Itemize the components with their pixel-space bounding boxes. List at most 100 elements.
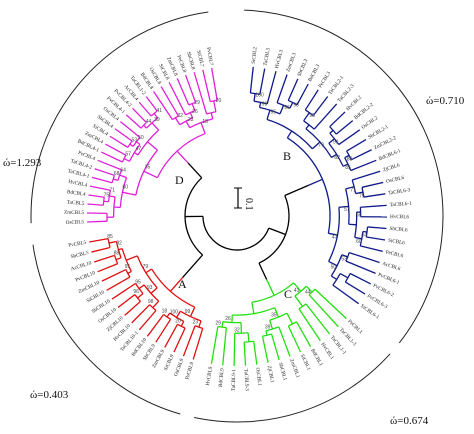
bootstrap-value: 68 bbox=[356, 213, 362, 219]
tree-branch bbox=[344, 154, 350, 159]
tree-branch bbox=[348, 223, 357, 226]
tree-branch bbox=[342, 163, 349, 167]
tree-branch bbox=[210, 326, 219, 364]
tree-branch bbox=[210, 112, 214, 119]
tree-branch bbox=[101, 151, 123, 163]
tree-branch bbox=[332, 284, 360, 305]
bootstrap-value: 35 bbox=[145, 165, 151, 171]
tree-branch bbox=[118, 248, 123, 251]
bootstrap-value: 100 bbox=[170, 309, 179, 315]
tree-branch bbox=[314, 288, 347, 320]
tree-branch bbox=[123, 158, 130, 162]
tree-branch bbox=[155, 318, 172, 343]
tree-branch bbox=[286, 130, 293, 139]
bootstrap-value: 35 bbox=[271, 313, 277, 319]
tree-branch bbox=[296, 83, 309, 106]
bootstrap-value: 39 bbox=[154, 117, 160, 123]
leaf-label: HvCBL4 bbox=[68, 179, 88, 189]
leaf-label: SiCBL2 bbox=[251, 46, 259, 64]
tree-branch bbox=[89, 238, 109, 243]
leaf-label: OsCBL5 bbox=[66, 219, 85, 226]
tree-branch bbox=[253, 93, 256, 102]
tree-branch bbox=[293, 282, 302, 292]
tree-branch bbox=[294, 295, 304, 307]
tree-branch bbox=[189, 306, 196, 317]
tree-branches bbox=[87, 66, 388, 366]
bootstrap-value: 96 bbox=[284, 105, 290, 111]
backbone-root-arc bbox=[202, 216, 270, 251]
leaf-label: SiCBL6 bbox=[388, 238, 406, 247]
tree-branch bbox=[111, 282, 136, 300]
tree-branch bbox=[101, 268, 127, 282]
tree-branch bbox=[120, 121, 141, 138]
leaf-label: SbCBL1 bbox=[277, 362, 288, 382]
bootstrap-value: 57 bbox=[125, 151, 131, 157]
tree-node-arc bbox=[149, 304, 157, 311]
backbone-branch bbox=[284, 184, 309, 197]
tree-branch bbox=[366, 236, 386, 241]
tree-branch bbox=[328, 232, 338, 236]
tree-branch bbox=[355, 191, 364, 195]
tree-branch bbox=[270, 333, 280, 361]
tree-branch bbox=[138, 310, 157, 331]
tree-branch bbox=[124, 300, 141, 316]
tree-branch bbox=[286, 312, 294, 325]
tree-branch bbox=[91, 246, 111, 253]
tree-node-arc bbox=[269, 312, 288, 321]
tree-branch bbox=[182, 325, 196, 357]
tree-branch bbox=[249, 66, 254, 94]
tree-branch bbox=[287, 78, 299, 101]
tree-branch bbox=[350, 159, 377, 172]
tree-branch bbox=[145, 268, 153, 274]
leaf-label: TaCBL6-3 bbox=[388, 187, 411, 196]
tree-branch bbox=[109, 135, 129, 148]
tree-branch bbox=[211, 68, 218, 101]
bootstrap-value: 82 bbox=[334, 155, 340, 161]
backbone-branch bbox=[258, 262, 268, 280]
bootstrap-value: 60 bbox=[356, 239, 362, 245]
tree-branch bbox=[191, 103, 196, 111]
bootstrap-value: 93 bbox=[147, 285, 153, 291]
tree-branch bbox=[202, 69, 211, 102]
leaf-label: HvCBL9 bbox=[205, 366, 214, 386]
bootstrap-value: 39 bbox=[265, 324, 271, 330]
bootstrap-value: 57 bbox=[344, 207, 350, 213]
tree-node-arc bbox=[113, 255, 119, 264]
leaf-label: SbCBL6 bbox=[389, 226, 408, 234]
tree-branch bbox=[108, 240, 117, 244]
bootstrap-value: 71 bbox=[350, 188, 356, 194]
tree-branch bbox=[184, 74, 197, 103]
leaf-label: PvCBL6-1 bbox=[377, 272, 400, 286]
tree-branch bbox=[338, 129, 361, 146]
bootstrap-value: 32 bbox=[177, 113, 183, 119]
tree-node-arc bbox=[107, 238, 111, 248]
bootstrap-value: 18 bbox=[162, 309, 168, 315]
bootstrap-value: 50 bbox=[138, 135, 144, 141]
bootstrap-value: 32 bbox=[234, 327, 240, 333]
clade-label-b: B bbox=[283, 149, 291, 163]
backbone-branch bbox=[182, 254, 204, 278]
tree-branch bbox=[331, 153, 337, 159]
bootstrap-value: 64 bbox=[362, 233, 368, 239]
leaf-label: OsCBL6 bbox=[385, 175, 405, 185]
bootstrap-value: 71 bbox=[109, 188, 115, 194]
tree-branch bbox=[329, 111, 346, 128]
tree-branch bbox=[88, 194, 105, 198]
tree-branch bbox=[117, 294, 136, 308]
tree-node-arc bbox=[276, 102, 291, 109]
leaf-label: SiCBL9 bbox=[163, 353, 176, 371]
tree-branch bbox=[131, 304, 151, 324]
tree-branch bbox=[308, 294, 339, 328]
leaf-label: AcCBL6 bbox=[381, 261, 401, 273]
tree-branch bbox=[298, 308, 321, 342]
tree-branch bbox=[360, 245, 383, 253]
tree-branch bbox=[274, 307, 280, 318]
tree-node-arc bbox=[119, 177, 128, 208]
tree-branch bbox=[243, 342, 247, 366]
tree-branch bbox=[351, 149, 372, 161]
tree-node-arc bbox=[354, 212, 358, 238]
bootstrap-value: 47 bbox=[136, 146, 142, 152]
leaf-label: HvCBL3 bbox=[274, 49, 285, 69]
tree-node-arc bbox=[344, 273, 351, 283]
